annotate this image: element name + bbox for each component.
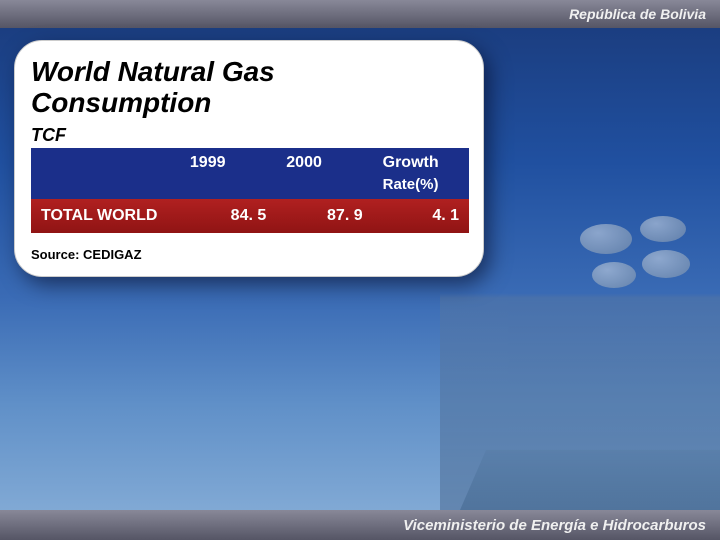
dock-shape (460, 450, 720, 510)
content-card: World Natural Gas Consumption TCF 1999 2… (14, 40, 484, 277)
row-label: TOTAL WORLD (31, 199, 180, 233)
col-1999: 1999 (180, 148, 276, 199)
header-top-text: República de Bolivia (569, 6, 706, 22)
cell-growth: 4. 1 (373, 199, 469, 233)
source-label: Source: CEDIGAZ (31, 247, 469, 262)
title-line-1: World Natural Gas (31, 56, 275, 87)
col-blank (31, 148, 180, 199)
card-title: World Natural Gas Consumption (31, 57, 469, 119)
cell-1999: 84. 5 (180, 199, 276, 233)
col-growth: Growth Rate(%) (373, 148, 469, 199)
footer-band: Viceministerio de Energía e Hidrocarburo… (0, 510, 720, 540)
header-top-band: República de Bolivia (0, 0, 720, 28)
growth-sub-label: Rate(%) (383, 176, 459, 193)
footer-text: Viceministerio de Energía e Hidrocarburo… (403, 517, 706, 534)
tank-icon (580, 224, 632, 254)
tank-icon (640, 216, 686, 242)
tank-icon (592, 262, 636, 288)
table-header-row: 1999 2000 Growth Rate(%) (31, 148, 469, 199)
col-2000: 2000 (276, 148, 372, 199)
title-line-2: Consumption (31, 87, 211, 118)
data-table: 1999 2000 Growth Rate(%) TOTAL WORLD 84.… (31, 148, 469, 233)
tank-icon (642, 250, 690, 278)
unit-label: TCF (31, 125, 469, 146)
growth-label: Growth (383, 154, 439, 171)
table-row: TOTAL WORLD 84. 5 87. 9 4. 1 (31, 199, 469, 233)
cell-2000: 87. 9 (276, 199, 372, 233)
